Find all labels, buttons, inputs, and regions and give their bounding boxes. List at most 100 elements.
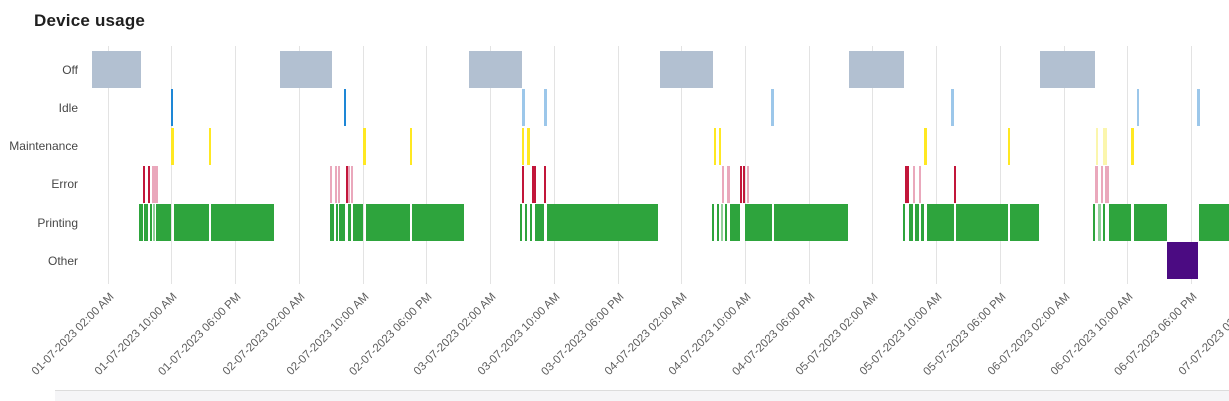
error-bar[interactable] — [740, 165, 743, 203]
maintenance-bar[interactable] — [363, 127, 366, 165]
error-bar[interactable] — [544, 165, 547, 203]
printing-bar[interactable] — [211, 204, 275, 241]
error-bar[interactable] — [337, 165, 340, 203]
printing-bar[interactable] — [524, 204, 527, 241]
printing-bar[interactable] — [366, 204, 410, 241]
printing-bar[interactable] — [1093, 204, 1096, 241]
printing-bar[interactable] — [330, 204, 335, 241]
error-bar[interactable] — [155, 165, 158, 203]
idle-bar[interactable] — [522, 89, 525, 127]
off-bar[interactable] — [659, 51, 714, 88]
error-bar[interactable] — [142, 165, 145, 203]
off-bar[interactable] — [848, 51, 905, 88]
error-bar[interactable] — [726, 165, 730, 203]
printing-bar[interactable] — [352, 204, 364, 241]
printing-bar[interactable] — [915, 204, 920, 241]
printing-bar[interactable] — [773, 204, 849, 241]
printing-bar[interactable] — [152, 204, 155, 241]
printing-bar[interactable] — [155, 204, 171, 241]
printing-bar[interactable] — [546, 204, 659, 241]
printing-bar[interactable] — [721, 204, 724, 241]
error-bar[interactable] — [350, 165, 353, 203]
maintenance-bar[interactable] — [1007, 127, 1011, 165]
printing-bar[interactable] — [1102, 204, 1105, 241]
error-bar[interactable] — [148, 165, 151, 203]
printing-bar[interactable] — [535, 204, 545, 241]
printing-bar[interactable] — [716, 204, 720, 241]
maintenance-bar[interactable] — [713, 127, 717, 165]
error-bar[interactable] — [907, 165, 910, 203]
printing-bar[interactable] — [149, 204, 152, 241]
error-bar[interactable] — [522, 165, 525, 203]
printing-bar[interactable] — [139, 204, 143, 241]
maintenance-bar[interactable] — [1131, 127, 1135, 165]
maintenance-bar[interactable] — [521, 127, 525, 165]
idle-bar[interactable] — [343, 89, 347, 127]
gridline — [235, 46, 237, 284]
error-bar[interactable] — [533, 165, 536, 203]
printing-bar[interactable] — [529, 204, 532, 241]
maintenance-bar[interactable] — [1103, 127, 1107, 165]
maintenance-bar[interactable] — [1095, 127, 1099, 165]
error-bar[interactable] — [742, 165, 745, 203]
printing-bar[interactable] — [903, 204, 906, 241]
idle-bar[interactable] — [951, 89, 954, 127]
error-bar[interactable] — [330, 165, 333, 203]
error-bar[interactable] — [1100, 165, 1103, 203]
printing-bar[interactable] — [144, 204, 149, 241]
maintenance-bar[interactable] — [924, 127, 927, 165]
error-bar[interactable] — [151, 165, 154, 203]
printing-bar[interactable] — [955, 204, 1008, 241]
horizontal-scrollbar[interactable] — [55, 390, 1229, 401]
printing-bar[interactable] — [1108, 204, 1132, 241]
error-bar[interactable] — [153, 165, 156, 203]
error-bar[interactable] — [913, 165, 915, 203]
off-bar[interactable] — [1039, 51, 1095, 88]
printing-bar[interactable] — [347, 204, 351, 241]
error-bar[interactable] — [953, 165, 956, 203]
idle-bar[interactable] — [171, 89, 174, 127]
error-bar[interactable] — [345, 165, 348, 203]
other-bar[interactable] — [1166, 242, 1199, 280]
printing-bar[interactable] — [1134, 204, 1167, 241]
printing-bar[interactable] — [921, 204, 925, 241]
idle-bar[interactable] — [1197, 89, 1200, 127]
off-bar[interactable] — [279, 51, 332, 88]
printing-bar[interactable] — [909, 204, 913, 241]
maintenance-bar[interactable] — [208, 127, 212, 165]
printing-bar[interactable] — [744, 204, 772, 241]
printing-bar[interactable] — [339, 204, 346, 241]
gridline — [1127, 46, 1129, 284]
error-bar[interactable] — [1107, 165, 1110, 203]
error-bar[interactable] — [1095, 165, 1099, 203]
idle-bar[interactable] — [1136, 89, 1140, 127]
printing-bar[interactable] — [1010, 204, 1039, 241]
idle-bar[interactable] — [544, 89, 547, 127]
error-bar[interactable] — [1104, 165, 1107, 203]
maintenance-bar[interactable] — [527, 127, 530, 165]
idle-bar[interactable] — [771, 89, 774, 127]
printing-bar[interactable] — [335, 204, 338, 241]
maintenance-bar[interactable] — [409, 127, 412, 165]
maintenance-bar[interactable] — [719, 127, 722, 165]
printing-bar[interactable] — [173, 204, 209, 241]
error-bar[interactable] — [531, 165, 534, 203]
printing-bar[interactable] — [1098, 204, 1101, 241]
error-bar[interactable] — [334, 165, 337, 203]
error-bar[interactable] — [722, 165, 725, 203]
printing-bar[interactable] — [926, 204, 954, 241]
error-bar[interactable] — [919, 165, 922, 203]
printing-bar[interactable] — [724, 204, 727, 241]
error-bar[interactable] — [348, 165, 351, 203]
printing-bar[interactable] — [1198, 204, 1229, 241]
error-bar[interactable] — [747, 165, 750, 203]
off-bar[interactable] — [91, 51, 142, 88]
printing-bar[interactable] — [729, 204, 741, 241]
error-bar[interactable] — [905, 165, 907, 203]
maintenance-bar[interactable] — [171, 127, 174, 165]
off-bar[interactable] — [469, 51, 522, 88]
printing-bar[interactable] — [712, 204, 715, 241]
printing-bar[interactable] — [520, 204, 523, 241]
printing-bar[interactable] — [412, 204, 465, 241]
